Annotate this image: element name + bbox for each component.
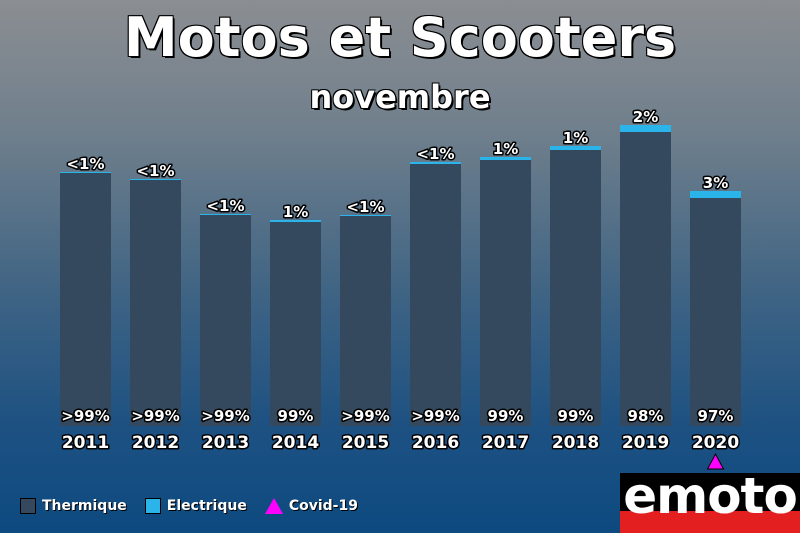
bottom-label-2020: 97% [698, 407, 734, 425]
top-label-2017: 1% [493, 140, 518, 158]
bar-thermique-2014 [270, 222, 321, 426]
bar-electrique-2017 [480, 157, 531, 160]
top-label-2013: <1% [206, 197, 244, 215]
bar-thermique-2011 [60, 173, 111, 426]
bottom-label-2015: >99% [341, 407, 389, 425]
legend-item-electrique: Electrique [144, 498, 247, 514]
x-tick-2018: 2018 [552, 433, 599, 453]
legend-label-electrique: Electrique [166, 498, 247, 514]
x-tick-2011: 2011 [62, 433, 109, 453]
legend-item-covid: Covid-19 [264, 498, 358, 514]
bar-thermique-2018 [550, 150, 601, 426]
bar-thermique-2019 [620, 132, 671, 426]
bar-electrique-2020 [690, 191, 741, 198]
legend-swatch-thermique [20, 498, 36, 514]
legend-item-thermique: Thermique [20, 498, 127, 514]
x-tick-2016: 2016 [412, 433, 459, 453]
legend-swatch-electrique [144, 498, 161, 514]
top-label-2014: 1% [283, 203, 308, 221]
logo-text: emoto [623, 473, 798, 525]
bar-thermique-2015 [340, 216, 391, 426]
top-label-2019: 2% [633, 108, 658, 126]
bottom-label-2019: 98% [628, 407, 664, 425]
bar-electrique-2019 [620, 125, 671, 132]
bottom-label-2016: >99% [411, 407, 459, 425]
bottom-label-2013: >99% [201, 407, 249, 425]
legend: Thermique Electrique Covid-19 [20, 496, 358, 516]
bar-electrique-2013 [200, 214, 251, 215]
x-tick-2015: 2015 [342, 433, 389, 453]
bar-electrique-2014 [270, 220, 321, 222]
bottom-label-2018: 99% [558, 407, 594, 425]
logo-red-band [620, 511, 800, 533]
top-label-2012: <1% [136, 162, 174, 180]
chart-subtitle: novembre [309, 78, 491, 116]
legend-label-covid: Covid-19 [288, 498, 358, 514]
top-label-2015: <1% [346, 198, 384, 216]
bar-thermique-2013 [200, 215, 251, 426]
bottom-label-2017: 99% [488, 407, 524, 425]
bar-electrique-2011 [60, 172, 111, 173]
covid-triangle-icon [264, 498, 283, 514]
top-label-2018: 1% [563, 129, 588, 147]
bottom-label-2011: >99% [61, 407, 109, 425]
legend-label-thermique: Thermique [42, 498, 127, 514]
top-label-2011: <1% [66, 155, 104, 173]
top-label-2020: 3% [703, 174, 728, 192]
x-tick-2013: 2013 [202, 433, 249, 453]
bar-electrique-2018 [550, 146, 601, 150]
bar-thermique-2017 [480, 160, 531, 426]
bar-thermique-2016 [410, 164, 461, 426]
x-tick-2020: 2020 [692, 433, 739, 453]
bar-thermique-2020 [690, 198, 741, 426]
bar-electrique-2016 [410, 162, 461, 164]
chart-title: Motos et Scooters [123, 5, 677, 70]
x-tick-2019: 2019 [622, 433, 669, 453]
bottom-label-2012: >99% [131, 407, 179, 425]
emoto-logo[interactable]: emoto [620, 473, 800, 533]
bottom-label-2014: 99% [278, 407, 314, 425]
x-tick-2012: 2012 [132, 433, 179, 453]
bar-electrique-2015 [340, 215, 391, 216]
top-label-2016: <1% [416, 145, 454, 163]
covid-marker-2020 [706, 452, 725, 470]
bar-thermique-2012 [130, 180, 181, 426]
x-tick-2017: 2017 [482, 433, 529, 453]
bar-electrique-2012 [130, 179, 181, 180]
x-tick-2014: 2014 [272, 433, 319, 453]
